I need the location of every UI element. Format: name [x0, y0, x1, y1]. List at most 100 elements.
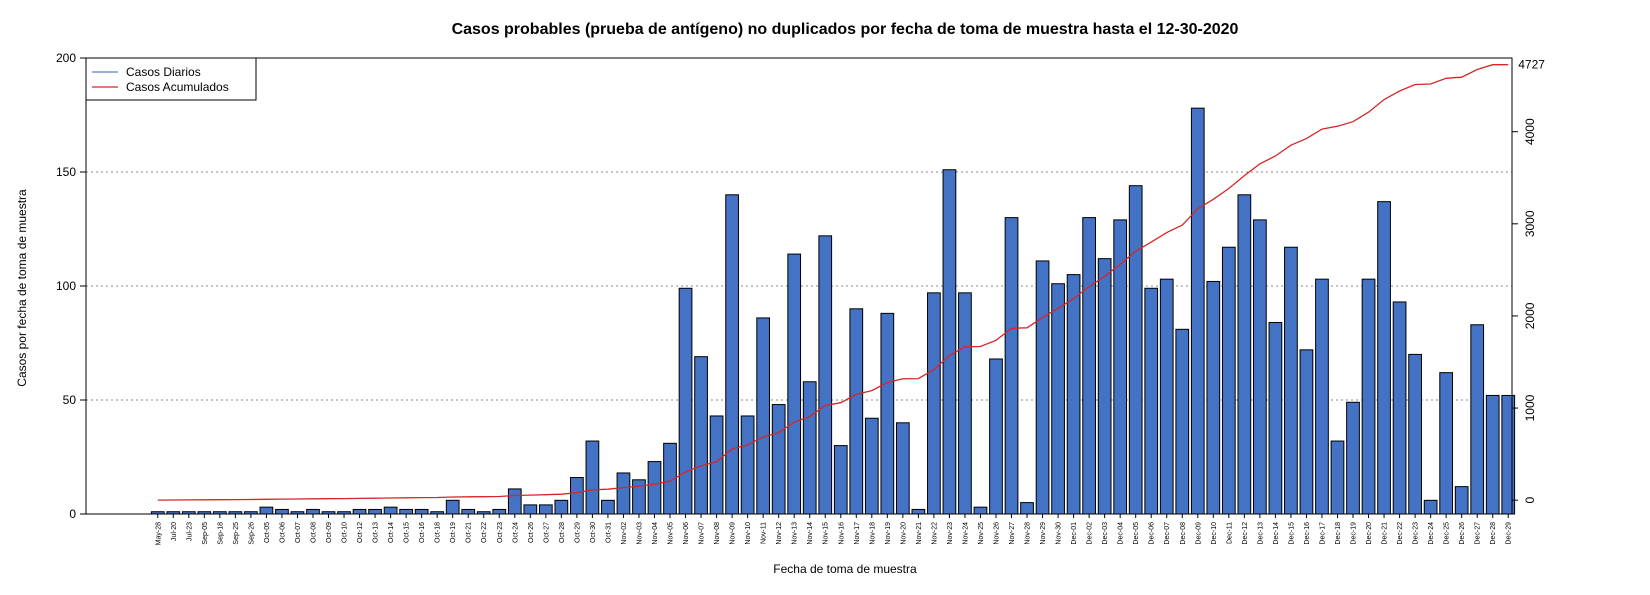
bar	[1128, 185, 1143, 515]
x-tick-label: Jul-20	[171, 522, 178, 541]
y2-tick-label: 2000	[1523, 302, 1537, 329]
bar	[989, 358, 1003, 515]
x-tick-label: Nov-09	[730, 522, 737, 545]
bars-layer	[150, 107, 1516, 515]
bar	[507, 488, 522, 515]
y-tick-label: 100	[56, 279, 76, 293]
bar	[275, 508, 289, 515]
bar	[927, 292, 941, 515]
x-tick-label: Jul-23	[186, 522, 193, 541]
x-tick-label: Dec-22	[1397, 522, 1404, 545]
x-tick-label: Dec-24	[1428, 522, 1435, 545]
bar	[1190, 107, 1205, 515]
bar	[1237, 194, 1252, 515]
x-tick-label: Dec-15	[1288, 522, 1295, 545]
bar	[1035, 260, 1050, 515]
x-tick-label: Dec-16	[1304, 522, 1311, 545]
x-tick-label: Nov-21	[916, 522, 923, 545]
bar	[1346, 401, 1360, 515]
bar	[1408, 353, 1422, 515]
y-tick-label: 0	[69, 507, 76, 521]
bar	[678, 287, 693, 515]
x-tick-label: Oct-16	[419, 522, 426, 543]
bar	[1221, 246, 1236, 515]
x-tick-label: Dec-09	[1195, 522, 1202, 545]
bar	[1330, 440, 1345, 515]
x-tick-label: Dec-20	[1366, 522, 1373, 545]
x-tick-label: Nov-02	[621, 522, 628, 545]
x-tick-label: Nov-03	[636, 522, 643, 545]
x-tick-label: Nov-14	[807, 522, 814, 545]
x-tick-label: Nov-13	[792, 522, 799, 545]
bar	[1175, 328, 1190, 515]
bar	[1268, 321, 1283, 515]
x-tick-label: Dec-23	[1413, 522, 1420, 545]
x-tick-label: Nov-22	[931, 522, 938, 545]
bar	[647, 461, 662, 515]
x-tick-label: Dec-19	[1351, 522, 1358, 545]
bar	[895, 422, 910, 515]
x-tick-label: Dec-11	[1226, 522, 1233, 544]
x-tick-label: Dec-13	[1257, 522, 1264, 545]
x-tick-label: Oct-07	[295, 522, 302, 543]
bar	[570, 477, 584, 515]
bar	[880, 312, 895, 515]
x-tick-label: Nov-11	[761, 522, 768, 544]
x-tick-label: Nov-25	[978, 522, 985, 545]
bar	[1299, 349, 1314, 515]
legend-box	[85, 57, 257, 101]
x-tick-label: Oct-08	[310, 522, 317, 543]
bar	[259, 506, 274, 515]
x-tick-label: Nov-07	[699, 522, 706, 545]
bar	[383, 506, 398, 515]
bar	[787, 253, 802, 515]
x-tick-label: Oct-13	[373, 522, 380, 543]
x-tick-label: Dec-10	[1211, 522, 1218, 545]
bar	[1392, 301, 1407, 515]
bar	[1470, 324, 1485, 515]
x-tick-label: Oct-18	[435, 522, 442, 543]
bar	[802, 381, 817, 515]
x-tick-label: Sep-05	[202, 522, 209, 545]
x-tick-label: Dec-18	[1335, 522, 1342, 545]
bar	[1284, 246, 1298, 515]
x-tick-label: Nov-15	[823, 522, 830, 545]
x-tick-label: Oct-29	[574, 522, 581, 543]
x-tick-label: Nov-28	[1025, 522, 1032, 545]
bar	[849, 308, 864, 515]
legend-label: Casos Acumulados	[126, 80, 229, 94]
x-tick-label: Oct-09	[326, 522, 333, 543]
bar	[306, 508, 320, 515]
bar	[709, 415, 724, 515]
bar	[632, 479, 646, 515]
bar	[818, 235, 833, 515]
y-axis-label: Casos por fecha de toma de muestra	[15, 189, 29, 387]
bar	[352, 508, 367, 515]
y-tick-label: 50	[63, 393, 77, 407]
x-tick-label: Nov-17	[854, 522, 861, 545]
x-tick-label: Dec-29	[1506, 522, 1513, 545]
bar	[1082, 217, 1096, 515]
bar	[740, 415, 755, 515]
x-tick-label: Dec-08	[1180, 522, 1187, 545]
bar	[1004, 217, 1019, 515]
x-tick-label: Nov-06	[683, 522, 690, 545]
bar	[616, 472, 631, 515]
bar	[1066, 274, 1081, 515]
bar	[1020, 502, 1034, 515]
bar	[1206, 280, 1221, 515]
x-tick-label: Oct-30	[590, 522, 597, 543]
bar	[864, 417, 879, 515]
cumulative-line-layer	[157, 64, 1509, 501]
x-tick-label: Dec-26	[1459, 522, 1466, 545]
bar	[554, 499, 569, 515]
bar	[1159, 278, 1174, 515]
bar	[694, 356, 708, 515]
bar	[1097, 258, 1112, 515]
y2-tick-label: 1000	[1523, 394, 1537, 421]
x-tick-label: Nov-08	[714, 522, 721, 545]
bar	[538, 504, 553, 515]
x-tick-label: Nov-30	[1056, 522, 1063, 545]
x-tick-label: Dec-04	[1118, 522, 1125, 545]
